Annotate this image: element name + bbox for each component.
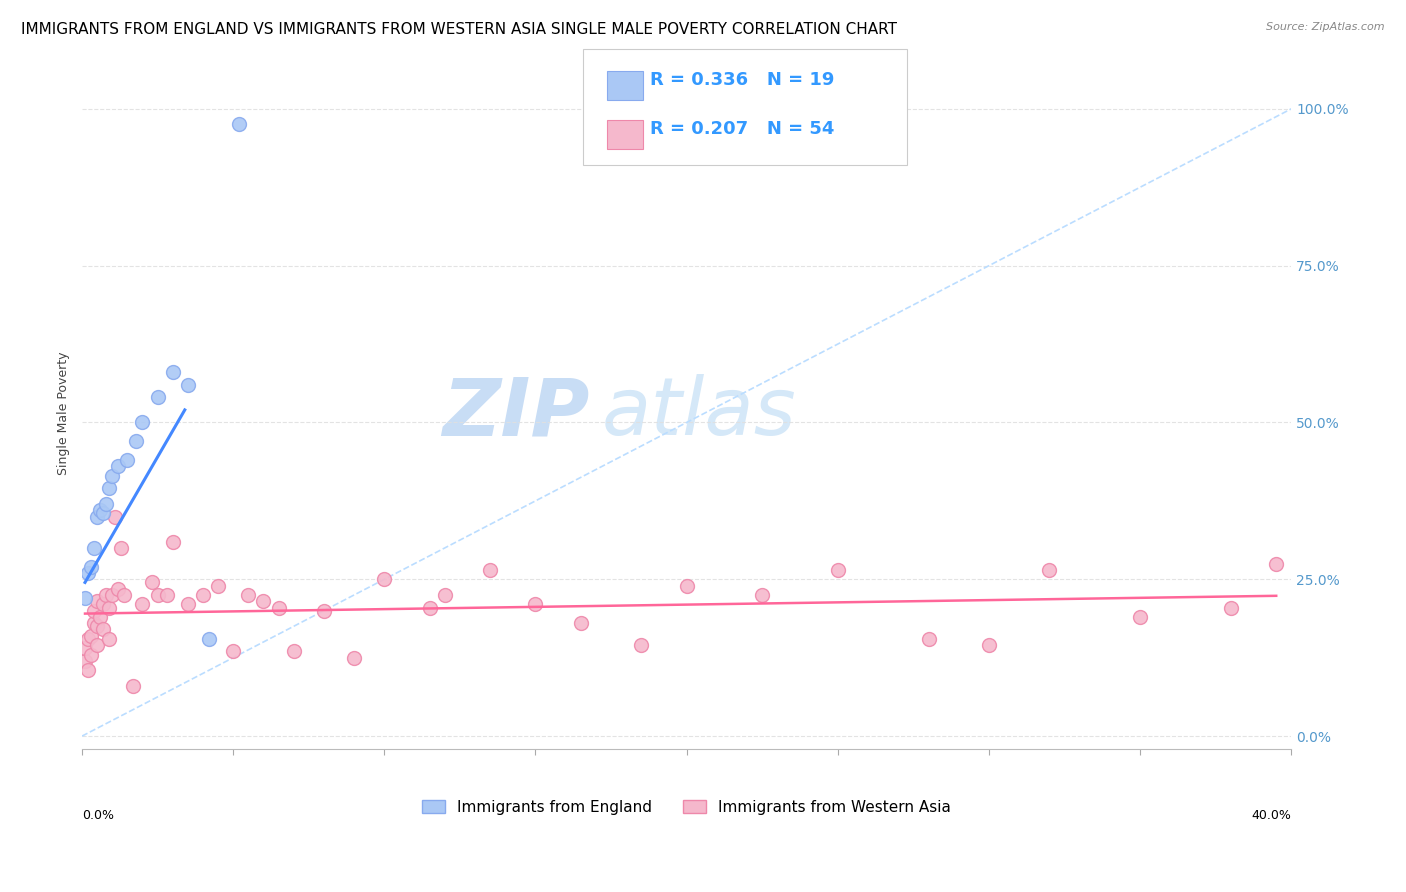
- Point: [89, 610, 111, 624]
- Point: [675, 578, 697, 592]
- Point: [198, 632, 221, 646]
- Point: [91, 623, 114, 637]
- Point: [83, 541, 105, 555]
- Point: [112, 588, 135, 602]
- Point: [222, 644, 245, 658]
- Point: [107, 459, 129, 474]
- Point: [373, 572, 395, 586]
- Point: [252, 594, 274, 608]
- Point: [91, 598, 114, 612]
- Point: [110, 541, 132, 555]
- Point: [343, 650, 366, 665]
- Text: 0.0%: 0.0%: [82, 809, 114, 822]
- Point: [80, 648, 103, 662]
- Point: [80, 629, 103, 643]
- Point: [125, 434, 148, 449]
- Point: [98, 632, 121, 646]
- Point: [80, 559, 103, 574]
- Point: [1219, 600, 1241, 615]
- Text: IMMIGRANTS FROM ENGLAND VS IMMIGRANTS FROM WESTERN ASIA SINGLE MALE POVERTY CORR: IMMIGRANTS FROM ENGLAND VS IMMIGRANTS FR…: [21, 22, 897, 37]
- Text: R = 0.207   N = 54: R = 0.207 N = 54: [650, 120, 834, 138]
- Point: [283, 644, 305, 658]
- Point: [86, 638, 108, 652]
- Point: [312, 604, 335, 618]
- Point: [228, 118, 250, 132]
- Point: [433, 588, 456, 602]
- Point: [156, 588, 179, 602]
- Point: [96, 497, 118, 511]
- Point: [419, 600, 441, 615]
- Point: [73, 641, 96, 656]
- Point: [1038, 563, 1060, 577]
- Point: [131, 598, 153, 612]
- Point: [238, 588, 260, 602]
- Point: [107, 582, 129, 596]
- Point: [117, 453, 139, 467]
- Text: Source: ZipAtlas.com: Source: ZipAtlas.com: [1267, 22, 1385, 32]
- Point: [146, 588, 169, 602]
- Point: [146, 390, 169, 404]
- Point: [77, 663, 100, 677]
- Point: [101, 588, 124, 602]
- Point: [524, 598, 547, 612]
- Point: [267, 600, 290, 615]
- Point: [86, 509, 108, 524]
- Point: [77, 566, 100, 580]
- Point: [191, 588, 214, 602]
- Y-axis label: Single Male Poverty: Single Male Poverty: [58, 351, 70, 475]
- Point: [98, 481, 121, 495]
- Point: [1265, 557, 1288, 571]
- Point: [86, 619, 108, 633]
- Point: [1129, 610, 1152, 624]
- Point: [479, 563, 502, 577]
- Point: [917, 632, 939, 646]
- Point: [73, 591, 96, 606]
- Point: [83, 604, 105, 618]
- Text: 40.0%: 40.0%: [1251, 809, 1291, 822]
- Point: [122, 679, 145, 693]
- Point: [89, 503, 111, 517]
- Point: [569, 616, 592, 631]
- Point: [827, 563, 849, 577]
- Point: [77, 632, 100, 646]
- Point: [101, 468, 124, 483]
- Point: [131, 416, 153, 430]
- Text: atlas: atlas: [602, 374, 797, 452]
- Point: [83, 616, 105, 631]
- Point: [977, 638, 1000, 652]
- Text: R = 0.336   N = 19: R = 0.336 N = 19: [650, 71, 834, 89]
- Point: [207, 578, 229, 592]
- Text: ZIP: ZIP: [443, 374, 591, 452]
- Point: [86, 594, 108, 608]
- Point: [96, 588, 118, 602]
- Legend: Immigrants from England, Immigrants from Western Asia: Immigrants from England, Immigrants from…: [422, 800, 950, 815]
- Point: [162, 365, 184, 379]
- Point: [162, 534, 184, 549]
- Point: [98, 600, 121, 615]
- Point: [91, 507, 114, 521]
- Point: [141, 575, 163, 590]
- Point: [177, 598, 200, 612]
- Point: [751, 588, 773, 602]
- Point: [73, 654, 96, 668]
- Point: [177, 377, 200, 392]
- Point: [630, 638, 652, 652]
- Point: [104, 509, 127, 524]
